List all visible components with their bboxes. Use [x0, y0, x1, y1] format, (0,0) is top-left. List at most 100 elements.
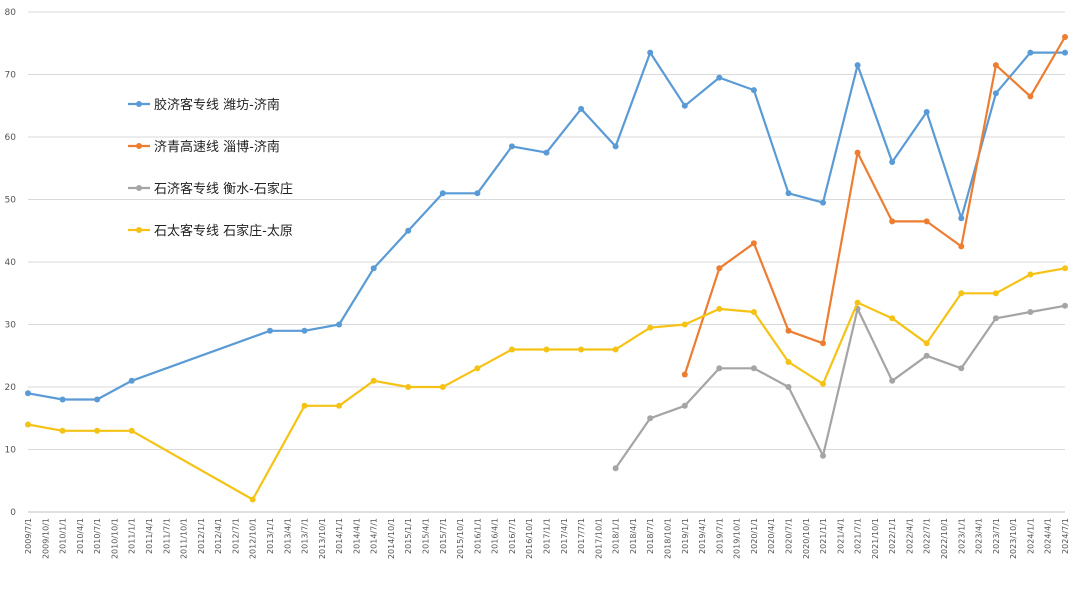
- data-point: [405, 384, 412, 390]
- data-point: [370, 265, 377, 272]
- x-tick-label: 2022/7/1: [923, 518, 932, 554]
- data-point: [992, 315, 999, 322]
- data-point: [647, 49, 654, 56]
- data-point: [923, 340, 930, 347]
- x-tick-label: 2024/1/1: [1026, 518, 1035, 554]
- data-point: [508, 143, 515, 150]
- data-point: [1027, 271, 1034, 278]
- x-tick-label: 2023/4/1: [975, 518, 984, 554]
- legend-swatch-marker: [136, 101, 142, 107]
- data-point: [301, 327, 308, 334]
- x-tick-label: 2016/1/1: [473, 518, 482, 554]
- data-point: [1027, 309, 1034, 315]
- data-point: [923, 109, 930, 115]
- x-tick-label: 2018/1/1: [612, 518, 621, 554]
- y-tick-label: 40: [5, 258, 17, 268]
- gridlines: [28, 11, 1065, 450]
- y-tick-label: 80: [5, 8, 17, 18]
- data-point: [716, 265, 723, 272]
- data-point: [249, 496, 256, 503]
- data-point: [889, 377, 896, 384]
- data-point: [94, 427, 101, 434]
- data-point: [992, 90, 999, 97]
- x-tick-label: 2016/4/1: [491, 518, 500, 554]
- x-tick-label: 2016/10/1: [525, 518, 534, 559]
- data-point: [750, 365, 757, 372]
- legend-swatch-marker: [136, 227, 142, 233]
- x-tick-label: 2012/4/1: [214, 518, 223, 554]
- x-tick-label: 2012/1/1: [197, 518, 206, 554]
- x-tick-label: 2014/4/1: [352, 518, 361, 554]
- x-tick-label: 2017/7/1: [577, 518, 586, 554]
- data-point: [1062, 34, 1068, 40]
- data-point: [301, 402, 308, 409]
- x-tick-label: 2019/4/1: [698, 518, 707, 554]
- data-point: [889, 315, 896, 322]
- x-tick-label: 2011/10/1: [180, 518, 189, 559]
- legend-swatch-marker: [136, 185, 142, 191]
- data-point: [854, 299, 861, 306]
- data-point: [750, 240, 757, 247]
- x-tick-label: 2019/10/1: [733, 518, 742, 559]
- data-point: [612, 465, 619, 472]
- data-point: [128, 427, 135, 434]
- data-point: [1062, 265, 1068, 272]
- legend-label: 石太客专线 石家庄-太原: [154, 223, 293, 239]
- x-tick-label: 2023/10/1: [1009, 518, 1018, 559]
- series-2: [681, 34, 1068, 378]
- data-point: [889, 159, 896, 165]
- data-point: [474, 365, 481, 372]
- legend-label: 胶济客专线 潍坊-济南: [154, 97, 280, 113]
- x-tick-label: 2016/7/1: [508, 518, 517, 554]
- data-point: [681, 402, 688, 409]
- x-tick-label: 2010/1/1: [59, 518, 68, 554]
- data-point: [578, 105, 585, 112]
- x-tick-label: 2011/7/1: [162, 518, 171, 554]
- data-point: [1062, 302, 1068, 309]
- y-tick-label: 70: [5, 71, 17, 81]
- data-point: [94, 396, 101, 403]
- data-point: [716, 74, 723, 81]
- y-tick-label: 20: [5, 383, 17, 393]
- x-tick-label: 2018/7/1: [646, 518, 655, 554]
- data-point: [681, 102, 688, 109]
- x-tick-label: 2021/1/1: [819, 518, 828, 554]
- x-tick-label: 2018/10/1: [663, 518, 672, 559]
- x-tick-label: 2014/7/1: [370, 518, 379, 554]
- x-tick-label: 2011/1/1: [128, 518, 137, 554]
- series-line: [27, 267, 1066, 501]
- x-tick-label: 2013/10/1: [318, 518, 327, 559]
- x-tick-label: 2023/7/1: [992, 518, 1001, 554]
- data-point: [992, 290, 999, 297]
- series-3: [612, 302, 1068, 472]
- data-point: [439, 190, 446, 197]
- data-point: [612, 346, 619, 353]
- data-point: [958, 290, 965, 297]
- data-point: [25, 421, 31, 428]
- legend-swatch-marker: [136, 143, 142, 149]
- x-tick-label: 2013/4/1: [283, 518, 292, 554]
- data-point: [785, 190, 792, 197]
- y-tick-label: 50: [5, 196, 17, 206]
- x-tick-label: 2015/1/1: [404, 518, 413, 554]
- data-point: [543, 149, 550, 156]
- x-tick-label: 2020/7/1: [784, 518, 793, 554]
- data-point: [508, 346, 515, 353]
- legend-label: 石济客专线 衡水-石家庄: [154, 181, 293, 197]
- data-point: [820, 199, 826, 206]
- data-point: [439, 384, 446, 390]
- data-point: [267, 327, 273, 334]
- x-tick-label: 2024/7/1: [1061, 518, 1070, 554]
- data-point: [543, 346, 550, 353]
- x-tick-label: 2022/10/1: [940, 518, 949, 559]
- data-point: [647, 324, 654, 331]
- data-point: [474, 190, 481, 197]
- data-point: [716, 305, 723, 312]
- x-tick-label: 2010/7/1: [93, 518, 102, 554]
- data-point: [820, 340, 826, 347]
- data-point: [958, 365, 965, 372]
- data-point: [612, 143, 619, 150]
- data-point: [336, 321, 343, 328]
